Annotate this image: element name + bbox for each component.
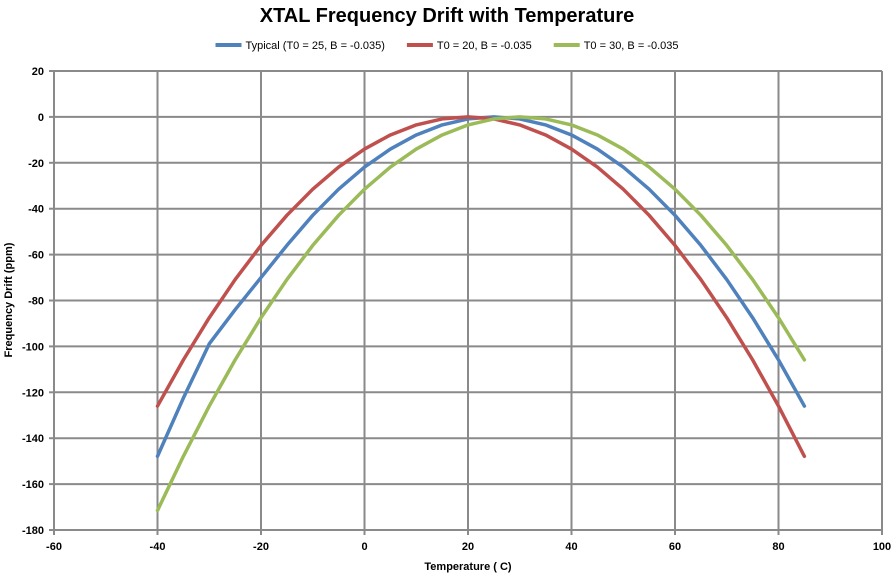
x-tick-label: 20 [462, 541, 474, 553]
x-tick-label: 40 [565, 541, 577, 553]
y-tick-label: -60 [28, 250, 44, 262]
x-tick-label: -20 [253, 541, 269, 553]
y-tick-label: 20 [32, 66, 44, 78]
axes [49, 70, 883, 535]
x-tick-label: 80 [772, 541, 784, 553]
chart-title: XTAL Frequency Drift with Temperature [260, 5, 635, 27]
series-line-2 [155, 115, 807, 459]
legend: Typical (T0 = 25, B = -0.035) T0 = 20, B … [215, 40, 679, 52]
series-lines [155, 115, 807, 513]
y-tick-label: -120 [22, 387, 44, 399]
y-tick-label: 0 [38, 112, 44, 124]
y-tick-label: -20 [28, 158, 44, 170]
y-tick-label: -180 [22, 525, 44, 537]
y-tick-label: -140 [22, 433, 44, 445]
legend-label-2: T0 = 20, B = -0.035 [437, 40, 532, 52]
y-tick-label: -80 [28, 296, 44, 308]
x-tick-label: -60 [46, 541, 62, 553]
x-tick-label: 0 [361, 541, 367, 553]
y-tick-label: -40 [28, 204, 44, 216]
y-axis-title: Frequency Drift (ppm) [3, 242, 15, 357]
grid [54, 70, 883, 530]
tick-labels: -60 -40 -20 0 20 40 60 80 100 20 0 -20 -40 -60 -80 -100… [22, 66, 891, 553]
legend-label-1: Typical (T0 = 25, B = -0.035) [246, 40, 385, 52]
x-tick-label: -40 [150, 541, 166, 553]
y-tick-label: -160 [22, 479, 44, 491]
series-line-3 [155, 115, 807, 513]
x-axis-title: Temperature ( C) [424, 561, 512, 573]
y-tick-label: -100 [22, 341, 44, 353]
x-tick-label: 100 [873, 541, 891, 553]
legend-label-3: T0 = 30, B = -0.035 [584, 40, 679, 52]
x-tick-label: 60 [669, 541, 681, 553]
